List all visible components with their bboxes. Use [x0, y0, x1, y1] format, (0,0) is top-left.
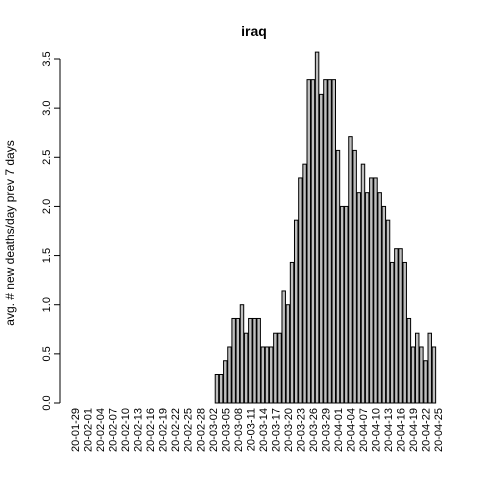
x-tick-label: 20-03-29 [320, 408, 332, 452]
bar [423, 360, 428, 404]
x-tick-label: 20-03-08 [233, 408, 245, 452]
bar [410, 346, 416, 404]
bar [398, 248, 403, 404]
bar [264, 346, 270, 404]
bar [402, 261, 407, 404]
y-tick-label: 2.0 [41, 199, 53, 214]
x-tick-label: 20-04-16 [396, 408, 408, 452]
bar [285, 304, 291, 404]
bar [268, 346, 274, 404]
x-tick-label: 20-04-13 [383, 408, 395, 452]
x-tick-label: 20-04-19 [408, 408, 420, 452]
bar [289, 261, 295, 404]
bar [344, 205, 349, 404]
y-tick-label: 2.5 [41, 150, 53, 165]
bar [310, 79, 316, 404]
x-tick-label: 20-01-29 [70, 408, 82, 452]
x-tick-label: 20-03-11 [245, 408, 257, 451]
bar [335, 149, 341, 404]
x-tick-label: 20-03-05 [220, 408, 232, 452]
bar [381, 205, 387, 404]
x-tick-label: 20-04-07 [358, 408, 370, 452]
x-tick-label: 20-03-02 [208, 408, 220, 452]
bar [427, 332, 432, 404]
x-tick-label: 20-04-04 [345, 408, 357, 452]
y-tick-label: 1.0 [41, 297, 53, 312]
x-tick-label: 20-02-07 [108, 408, 120, 452]
x-axis: 20-01-29 20-02-01 20-02-04 20-02-07 20-02-10… [70, 408, 445, 452]
bar [339, 205, 345, 404]
bar [419, 346, 424, 404]
bar [364, 192, 370, 404]
bar [239, 304, 245, 404]
bar [306, 79, 311, 404]
x-tick-label: 20-04-01 [333, 408, 345, 452]
y-tick-label: 0.0 [41, 395, 53, 410]
bar [277, 332, 282, 404]
x-tick-label: 20-03-23 [295, 408, 307, 452]
bar [235, 317, 241, 404]
x-tick-label: 20-04-25 [433, 408, 445, 452]
bar [227, 346, 232, 404]
bar [331, 79, 337, 404]
bar [223, 360, 228, 404]
chart-title: iraq [241, 23, 267, 39]
x-tick-label: 20-02-19 [158, 408, 170, 452]
x-tick-label: 20-03-26 [308, 408, 320, 452]
x-tick-label: 20-02-16 [145, 408, 157, 452]
bar [302, 163, 307, 404]
x-tick-label: 20-02-04 [95, 408, 107, 452]
bar [231, 317, 236, 404]
x-tick-label: 20-03-20 [283, 408, 295, 452]
x-tick-label: 20-04-22 [421, 408, 433, 452]
y-axis-label: avg. # new deaths/day prev 7 days [3, 140, 17, 325]
x-tick-label: 20-02-22 [170, 408, 182, 452]
bar [298, 177, 303, 404]
bar [406, 317, 412, 404]
bar [373, 177, 378, 404]
bar [356, 192, 362, 404]
x-tick-label: 20-02-25 [183, 408, 195, 452]
bar [281, 290, 286, 404]
y-tick-label: 0.5 [41, 346, 53, 361]
bar [319, 93, 324, 404]
bar [214, 374, 220, 404]
bar [248, 317, 253, 404]
bar [389, 261, 395, 404]
y-tick-label: 1.5 [41, 248, 53, 263]
bar [431, 346, 437, 404]
bar [252, 317, 257, 404]
bar [360, 163, 366, 404]
bar [414, 332, 420, 404]
x-tick-label: 20-02-13 [133, 408, 145, 452]
x-tick-label: 20-02-28 [195, 408, 207, 452]
bar [256, 317, 261, 404]
y-axis: 0.0 0.5 1.0 1.5 2.0 2.5 3.0 3.5 [41, 51, 61, 411]
bar [327, 79, 332, 404]
bar [369, 177, 374, 404]
x-tick-label: 20-02-01 [83, 408, 95, 452]
bar [323, 79, 328, 404]
y-tick-label: 3.0 [41, 100, 53, 115]
bars-group [214, 51, 437, 404]
bar [394, 248, 399, 404]
bar [385, 219, 391, 404]
bar [352, 149, 357, 404]
y-tick-label: 3.5 [41, 51, 53, 66]
bar [377, 192, 382, 404]
x-tick-label: 20-03-14 [258, 408, 270, 452]
bar [243, 332, 249, 404]
x-tick-label: 20-02-10 [120, 408, 132, 452]
x-tick-label: 20-04-10 [371, 408, 383, 452]
bar [293, 219, 299, 404]
x-tick-label: 20-03-17 [270, 408, 282, 452]
bar [218, 374, 224, 404]
bar [260, 346, 266, 404]
bar [314, 51, 320, 404]
bar [348, 136, 353, 404]
bar [273, 332, 278, 404]
